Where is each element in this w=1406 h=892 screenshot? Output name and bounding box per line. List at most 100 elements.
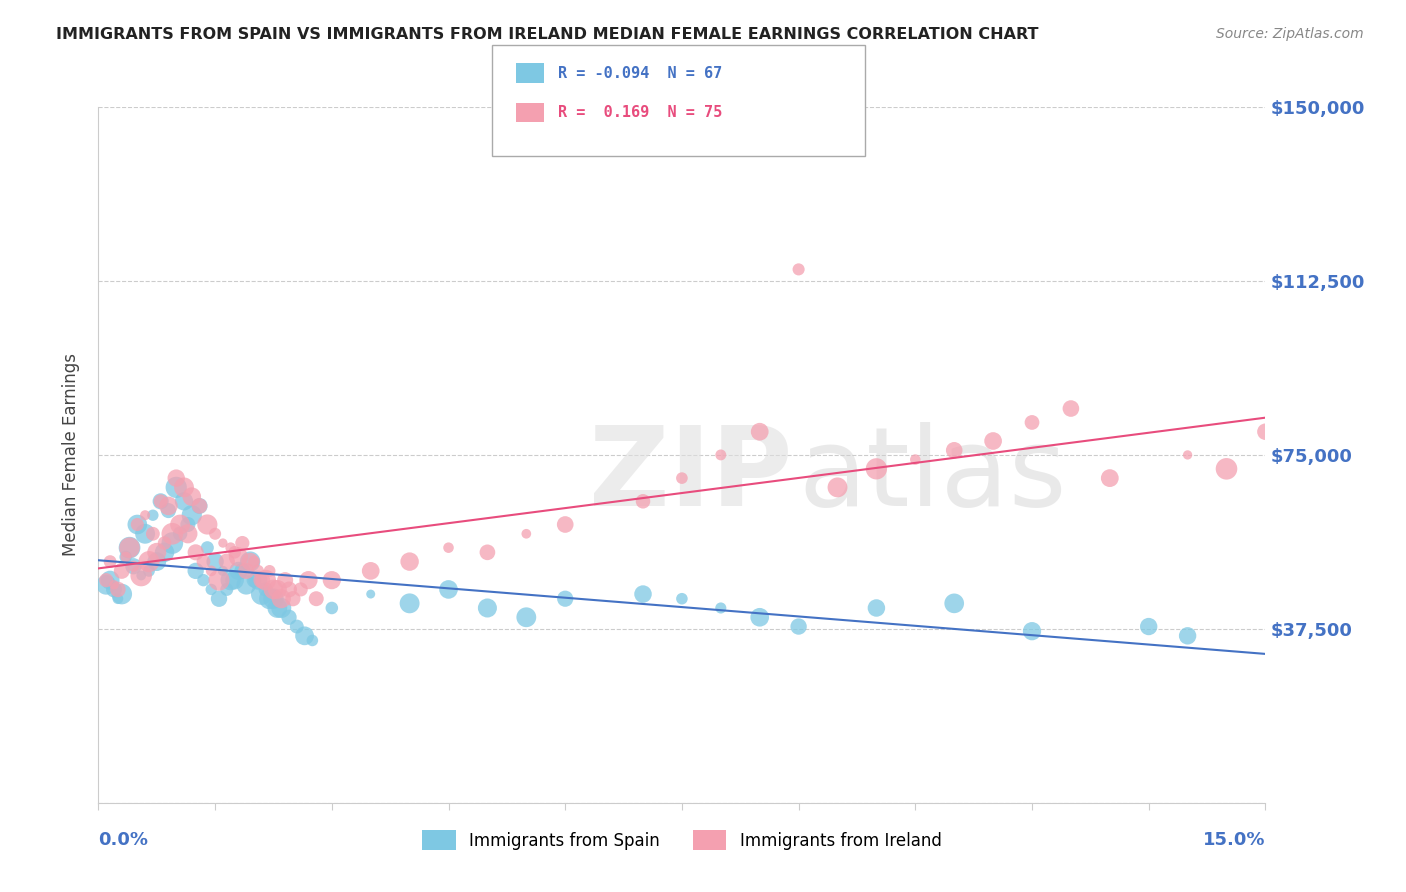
Point — [398, 555, 420, 569]
Text: IMMIGRANTS FROM SPAIN VS IMMIGRANTS FROM IRELAND MEDIAN FEMALE EARNINGS CORRELAT: IMMIGRANTS FROM SPAIN VS IMMIGRANTS FROM… — [56, 27, 1039, 42]
Point — [103, 582, 125, 597]
Point — [787, 619, 810, 633]
Point — [138, 564, 160, 578]
Point — [266, 582, 288, 597]
Point — [360, 587, 382, 601]
Point — [98, 573, 121, 587]
Point — [250, 587, 273, 601]
Point — [515, 610, 537, 624]
Point — [748, 610, 770, 624]
Point — [254, 573, 277, 587]
Point — [1177, 448, 1199, 462]
Point — [259, 591, 281, 606]
Point — [259, 564, 281, 578]
Point — [195, 517, 218, 532]
Point — [200, 564, 222, 578]
Point — [111, 587, 134, 601]
Point — [1215, 462, 1237, 476]
Point — [250, 573, 273, 587]
Point — [146, 555, 169, 569]
Point — [122, 559, 145, 574]
Point — [173, 480, 195, 494]
Point — [1060, 401, 1083, 416]
Point — [215, 555, 238, 569]
Point — [149, 494, 172, 508]
Point — [184, 564, 207, 578]
Point — [262, 582, 284, 597]
Point — [208, 591, 231, 606]
Point — [157, 499, 180, 513]
Point — [149, 494, 172, 508]
Point — [96, 573, 118, 587]
Point — [246, 573, 269, 587]
Point — [142, 508, 165, 523]
Point — [437, 541, 460, 555]
Point — [177, 517, 200, 532]
Point — [301, 633, 323, 648]
Point — [290, 582, 312, 597]
Point — [212, 564, 235, 578]
Point — [246, 564, 269, 578]
Point — [212, 536, 235, 550]
Point — [173, 494, 195, 508]
Point — [285, 619, 308, 633]
Point — [184, 545, 207, 559]
Point — [710, 601, 733, 615]
Point — [865, 462, 887, 476]
Point — [262, 591, 284, 606]
Y-axis label: Median Female Earnings: Median Female Earnings — [62, 353, 80, 557]
Text: 15.0%: 15.0% — [1204, 830, 1265, 848]
Point — [122, 559, 145, 574]
Point — [554, 517, 576, 532]
Point — [165, 480, 187, 494]
Point — [138, 555, 160, 569]
Point — [827, 480, 849, 494]
Point — [134, 526, 156, 541]
Point — [266, 601, 288, 615]
Point — [188, 499, 211, 513]
Point — [274, 573, 297, 587]
Point — [200, 582, 222, 597]
Point — [1177, 629, 1199, 643]
Point — [297, 573, 319, 587]
Point — [278, 582, 301, 597]
Point — [153, 545, 176, 559]
Point — [142, 526, 165, 541]
Point — [219, 573, 242, 587]
Point — [631, 587, 654, 601]
Point — [129, 568, 152, 582]
Point — [157, 503, 180, 517]
Point — [243, 573, 266, 587]
Point — [195, 541, 218, 555]
Point — [254, 582, 277, 597]
Point — [107, 582, 129, 597]
Point — [224, 545, 246, 559]
Point — [127, 517, 149, 532]
Point — [239, 555, 262, 569]
Point — [1098, 471, 1121, 485]
Point — [114, 549, 136, 564]
Text: R =  0.169  N = 75: R = 0.169 N = 75 — [558, 105, 723, 120]
Point — [162, 536, 184, 550]
Point — [180, 490, 202, 504]
Point — [169, 517, 191, 532]
Point — [169, 526, 191, 541]
Point — [219, 541, 242, 555]
Point — [134, 508, 156, 523]
Point — [281, 591, 304, 606]
Point — [631, 494, 654, 508]
Point — [1137, 619, 1160, 633]
Point — [477, 545, 499, 559]
Point — [294, 629, 316, 643]
Point — [208, 573, 231, 587]
Point — [787, 262, 810, 277]
Point — [270, 591, 292, 606]
Point — [305, 591, 328, 606]
Point — [228, 564, 250, 578]
Point — [111, 564, 134, 578]
Point — [270, 601, 292, 615]
Point — [321, 601, 343, 615]
Point — [162, 526, 184, 541]
Point — [204, 555, 226, 569]
Point — [1254, 425, 1277, 439]
